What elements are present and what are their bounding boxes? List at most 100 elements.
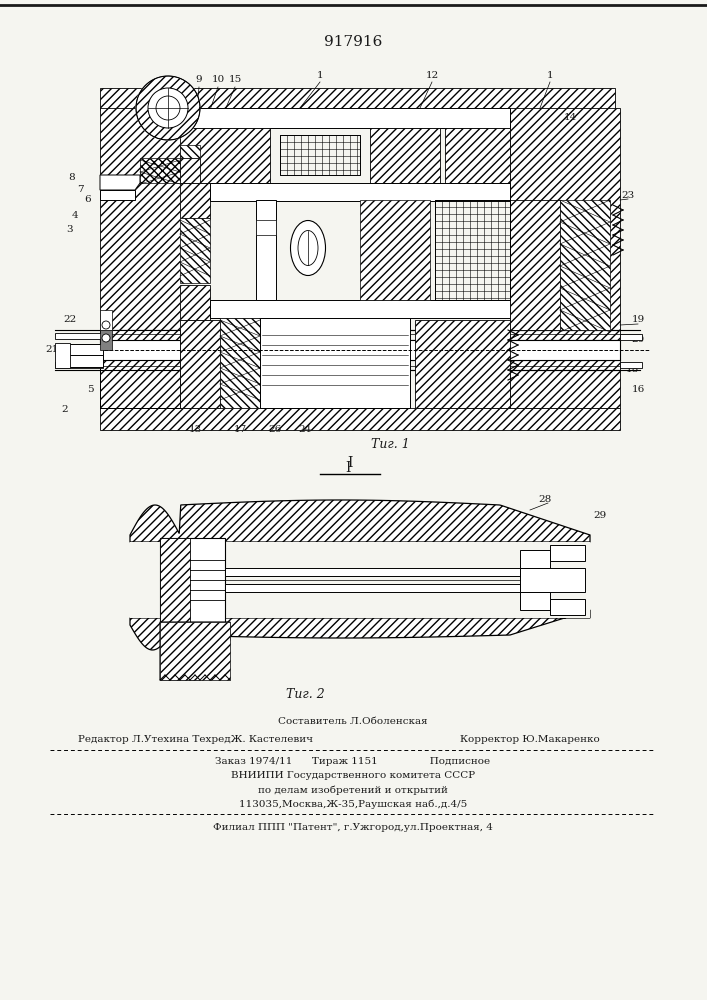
Polygon shape bbox=[100, 340, 620, 360]
Polygon shape bbox=[130, 542, 590, 618]
Text: 11: 11 bbox=[453, 275, 467, 284]
Polygon shape bbox=[210, 300, 510, 318]
Polygon shape bbox=[180, 320, 220, 408]
Circle shape bbox=[102, 321, 110, 329]
Polygon shape bbox=[180, 183, 210, 218]
Text: 30: 30 bbox=[383, 620, 397, 630]
Text: 12: 12 bbox=[426, 70, 438, 80]
Polygon shape bbox=[130, 610, 590, 650]
Polygon shape bbox=[55, 333, 103, 339]
Polygon shape bbox=[180, 285, 210, 320]
Polygon shape bbox=[520, 550, 550, 568]
Text: 27: 27 bbox=[489, 296, 502, 304]
Polygon shape bbox=[180, 108, 510, 408]
Polygon shape bbox=[100, 108, 180, 408]
Polygon shape bbox=[180, 108, 510, 128]
Text: 9: 9 bbox=[196, 76, 202, 85]
Text: 21: 21 bbox=[45, 346, 59, 355]
Text: 26: 26 bbox=[156, 620, 169, 630]
Polygon shape bbox=[260, 318, 410, 408]
Polygon shape bbox=[225, 568, 520, 576]
Text: 29: 29 bbox=[593, 510, 607, 520]
Polygon shape bbox=[445, 128, 510, 183]
Polygon shape bbox=[160, 622, 230, 680]
Polygon shape bbox=[210, 183, 510, 201]
Polygon shape bbox=[510, 200, 560, 330]
Polygon shape bbox=[180, 145, 200, 158]
Text: Τиг. 2: Τиг. 2 bbox=[286, 688, 325, 702]
Polygon shape bbox=[160, 538, 225, 622]
Polygon shape bbox=[370, 128, 440, 183]
Polygon shape bbox=[256, 200, 276, 300]
Polygon shape bbox=[140, 158, 180, 183]
Text: Составитель Л.Оболенская: Составитель Л.Оболенская bbox=[278, 718, 428, 726]
Text: I: I bbox=[347, 456, 353, 470]
Text: 3: 3 bbox=[66, 226, 74, 234]
Circle shape bbox=[102, 334, 110, 342]
Polygon shape bbox=[560, 200, 610, 330]
Text: 18: 18 bbox=[626, 365, 638, 374]
Text: 6: 6 bbox=[85, 196, 91, 205]
Polygon shape bbox=[415, 320, 510, 408]
Polygon shape bbox=[550, 599, 585, 615]
Polygon shape bbox=[220, 318, 260, 408]
Polygon shape bbox=[100, 88, 155, 110]
Text: 1: 1 bbox=[547, 70, 554, 80]
Polygon shape bbox=[180, 218, 210, 283]
Text: 10: 10 bbox=[211, 76, 225, 85]
Text: 26: 26 bbox=[269, 426, 281, 434]
Text: 14: 14 bbox=[563, 113, 577, 122]
Text: 1: 1 bbox=[317, 70, 323, 80]
Text: I: I bbox=[345, 461, 351, 475]
Polygon shape bbox=[100, 408, 620, 430]
Text: 15: 15 bbox=[228, 76, 242, 85]
Circle shape bbox=[148, 88, 188, 128]
Polygon shape bbox=[100, 330, 112, 350]
Text: 5: 5 bbox=[87, 385, 93, 394]
Polygon shape bbox=[620, 362, 642, 368]
Circle shape bbox=[156, 96, 180, 120]
Text: 2: 2 bbox=[62, 406, 69, 414]
Text: Редактор Л.Утехина ТехредЖ. Кастелевич: Редактор Л.Утехина ТехредЖ. Кастелевич bbox=[78, 734, 312, 744]
Polygon shape bbox=[620, 334, 642, 340]
Polygon shape bbox=[520, 592, 550, 610]
Polygon shape bbox=[68, 355, 103, 367]
Ellipse shape bbox=[291, 221, 325, 275]
Polygon shape bbox=[136, 76, 200, 140]
Text: 22: 22 bbox=[64, 316, 76, 324]
Text: Филиал ППП "Патент", г.Ужгород,ул.Проектная, 4: Филиал ППП "Патент", г.Ужгород,ул.Проект… bbox=[213, 824, 493, 832]
Text: 28: 28 bbox=[538, 495, 551, 504]
Text: 7: 7 bbox=[76, 186, 83, 194]
Polygon shape bbox=[100, 175, 140, 190]
Text: 17: 17 bbox=[233, 426, 247, 434]
Text: 4: 4 bbox=[71, 211, 78, 220]
Polygon shape bbox=[55, 362, 103, 368]
Text: 23: 23 bbox=[621, 190, 635, 200]
Text: 1: 1 bbox=[152, 526, 158, 534]
Polygon shape bbox=[136, 76, 200, 140]
Polygon shape bbox=[68, 344, 103, 356]
Polygon shape bbox=[510, 108, 620, 408]
Polygon shape bbox=[130, 500, 590, 542]
Polygon shape bbox=[550, 545, 585, 561]
Text: 24: 24 bbox=[146, 550, 158, 560]
Text: 20: 20 bbox=[631, 336, 645, 344]
Text: 113035,Москва,Ж-35,Раушская наб.,д.4/5: 113035,Москва,Ж-35,Раушская наб.,д.4/5 bbox=[239, 799, 467, 809]
Text: 16: 16 bbox=[631, 385, 645, 394]
Polygon shape bbox=[256, 220, 276, 235]
Text: Заказ 1974/11      Тираж 1151                Подписное: Заказ 1974/11 Тираж 1151 Подписное bbox=[216, 758, 491, 766]
Text: Τиг. 1: Τиг. 1 bbox=[370, 438, 409, 452]
Polygon shape bbox=[520, 568, 585, 592]
Polygon shape bbox=[180, 158, 200, 183]
Ellipse shape bbox=[298, 231, 318, 265]
Text: 31: 31 bbox=[141, 570, 155, 580]
Text: ВНИИПИ Государственного комитета СССР: ВНИИПИ Государственного комитета СССР bbox=[231, 772, 475, 780]
Text: 13: 13 bbox=[188, 426, 201, 434]
Polygon shape bbox=[180, 128, 270, 183]
Polygon shape bbox=[225, 584, 520, 592]
Polygon shape bbox=[210, 200, 510, 300]
Polygon shape bbox=[155, 88, 615, 110]
Polygon shape bbox=[55, 343, 70, 368]
Text: 19: 19 bbox=[631, 316, 645, 324]
Polygon shape bbox=[100, 310, 112, 330]
